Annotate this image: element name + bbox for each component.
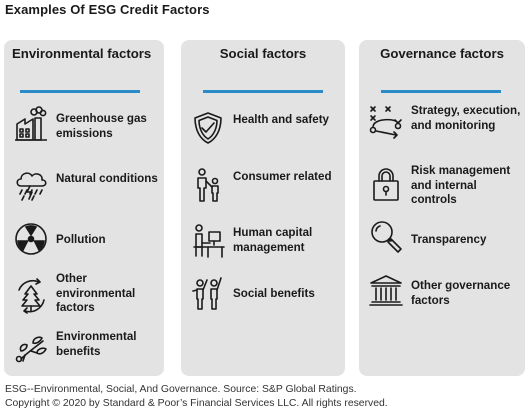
padlock-icon	[368, 166, 404, 202]
gov-label-other: Other governance factors	[411, 279, 511, 307]
env-label-greenhouse: Greenhouse gas emissions	[56, 112, 147, 140]
magnifier-icon	[368, 219, 404, 255]
governance-panel: Governance factors Strategy, execution, …	[359, 40, 525, 376]
social-panel: Social factors Health and safety Consume…	[181, 40, 345, 376]
footnote-source: ESG--Environmental, Social, And Governan…	[5, 384, 357, 395]
env-label-benefits: Environmental benefits	[56, 330, 137, 358]
chart-title: Examples Of ESG Credit Factors	[5, 2, 210, 17]
env-label-natural: Natural conditions	[56, 172, 158, 185]
strategy-arrows-icon	[368, 104, 404, 140]
storm-cloud-icon	[13, 166, 49, 202]
people-raising-hands-icon	[190, 275, 226, 311]
gov-label-transparency: Transparency	[411, 233, 487, 246]
soc-label-health: Health and safety	[233, 113, 329, 126]
government-building-icon	[368, 272, 404, 308]
env-label-other: Other environmental factors	[56, 272, 136, 314]
gov-label-strategy: Strategy, execution, and monitoring	[411, 104, 521, 132]
social-heading: Social factors	[219, 46, 307, 61]
radiation-icon	[13, 221, 49, 257]
soc-label-consumer: Consumer related	[233, 170, 332, 183]
env-label-pollution: Pollution	[56, 233, 106, 246]
footnote-copyright: Copyright © 2020 by Standard & Poor’s Fi…	[5, 398, 388, 409]
heading-rule	[381, 90, 501, 93]
shield-check-icon	[190, 110, 226, 146]
desk-worker-icon	[190, 223, 226, 259]
soc-label-social-benefits: Social benefits	[233, 287, 315, 300]
tree-cycle-icon	[13, 278, 49, 314]
environmental-panel: Environmental factors Greenhouse gas emi…	[4, 40, 164, 376]
heading-rule	[203, 90, 323, 93]
gov-label-risk: Risk management and internal controls	[411, 164, 511, 206]
leaf-sprout-icon	[13, 329, 49, 365]
environmental-heading: Environmental factors	[12, 46, 152, 61]
parent-child-icon	[190, 167, 226, 203]
governance-heading: Governance factors	[380, 46, 504, 61]
heading-rule	[20, 90, 140, 93]
factory-icon	[13, 106, 49, 142]
soc-label-human-capital: Human capital management	[233, 226, 313, 254]
